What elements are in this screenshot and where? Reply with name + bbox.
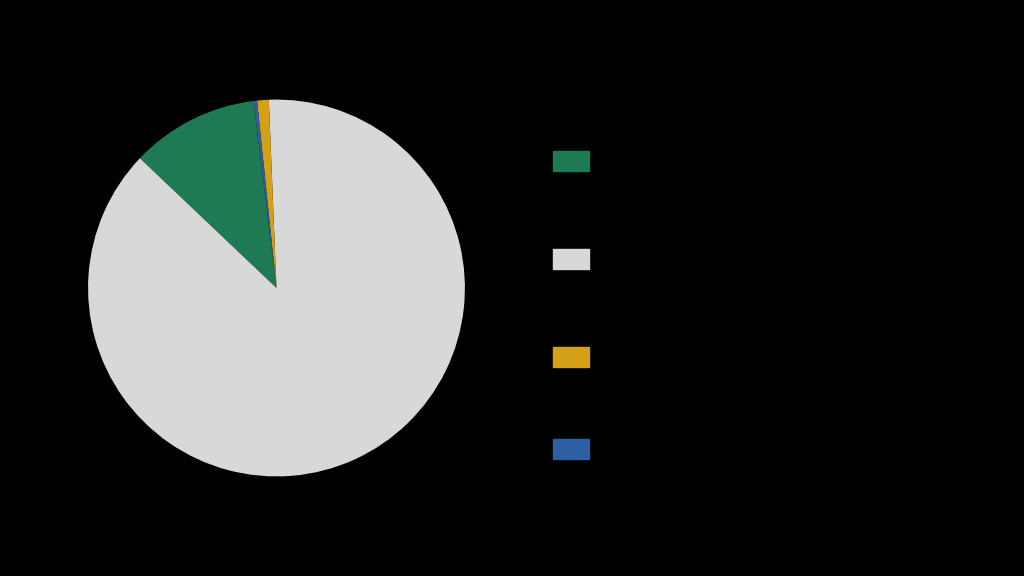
Wedge shape xyxy=(254,101,276,288)
Wedge shape xyxy=(88,100,465,476)
Wedge shape xyxy=(257,100,276,288)
Wedge shape xyxy=(140,101,276,288)
